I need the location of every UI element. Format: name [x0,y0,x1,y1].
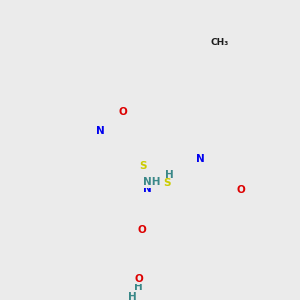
Text: H: H [134,282,143,292]
Text: N: N [196,154,205,164]
Text: N: N [143,184,152,194]
Text: H: H [128,292,136,300]
Text: O: O [138,225,146,236]
Text: H: H [165,170,173,180]
Text: NH: NH [143,177,160,187]
Text: N: N [96,126,104,136]
Text: O: O [119,107,128,117]
Text: H: H [134,275,142,285]
Text: S: S [163,178,171,188]
Text: O: O [237,185,245,195]
Text: S: S [139,161,147,171]
Text: CH₃: CH₃ [211,38,229,47]
Text: O: O [134,274,143,284]
